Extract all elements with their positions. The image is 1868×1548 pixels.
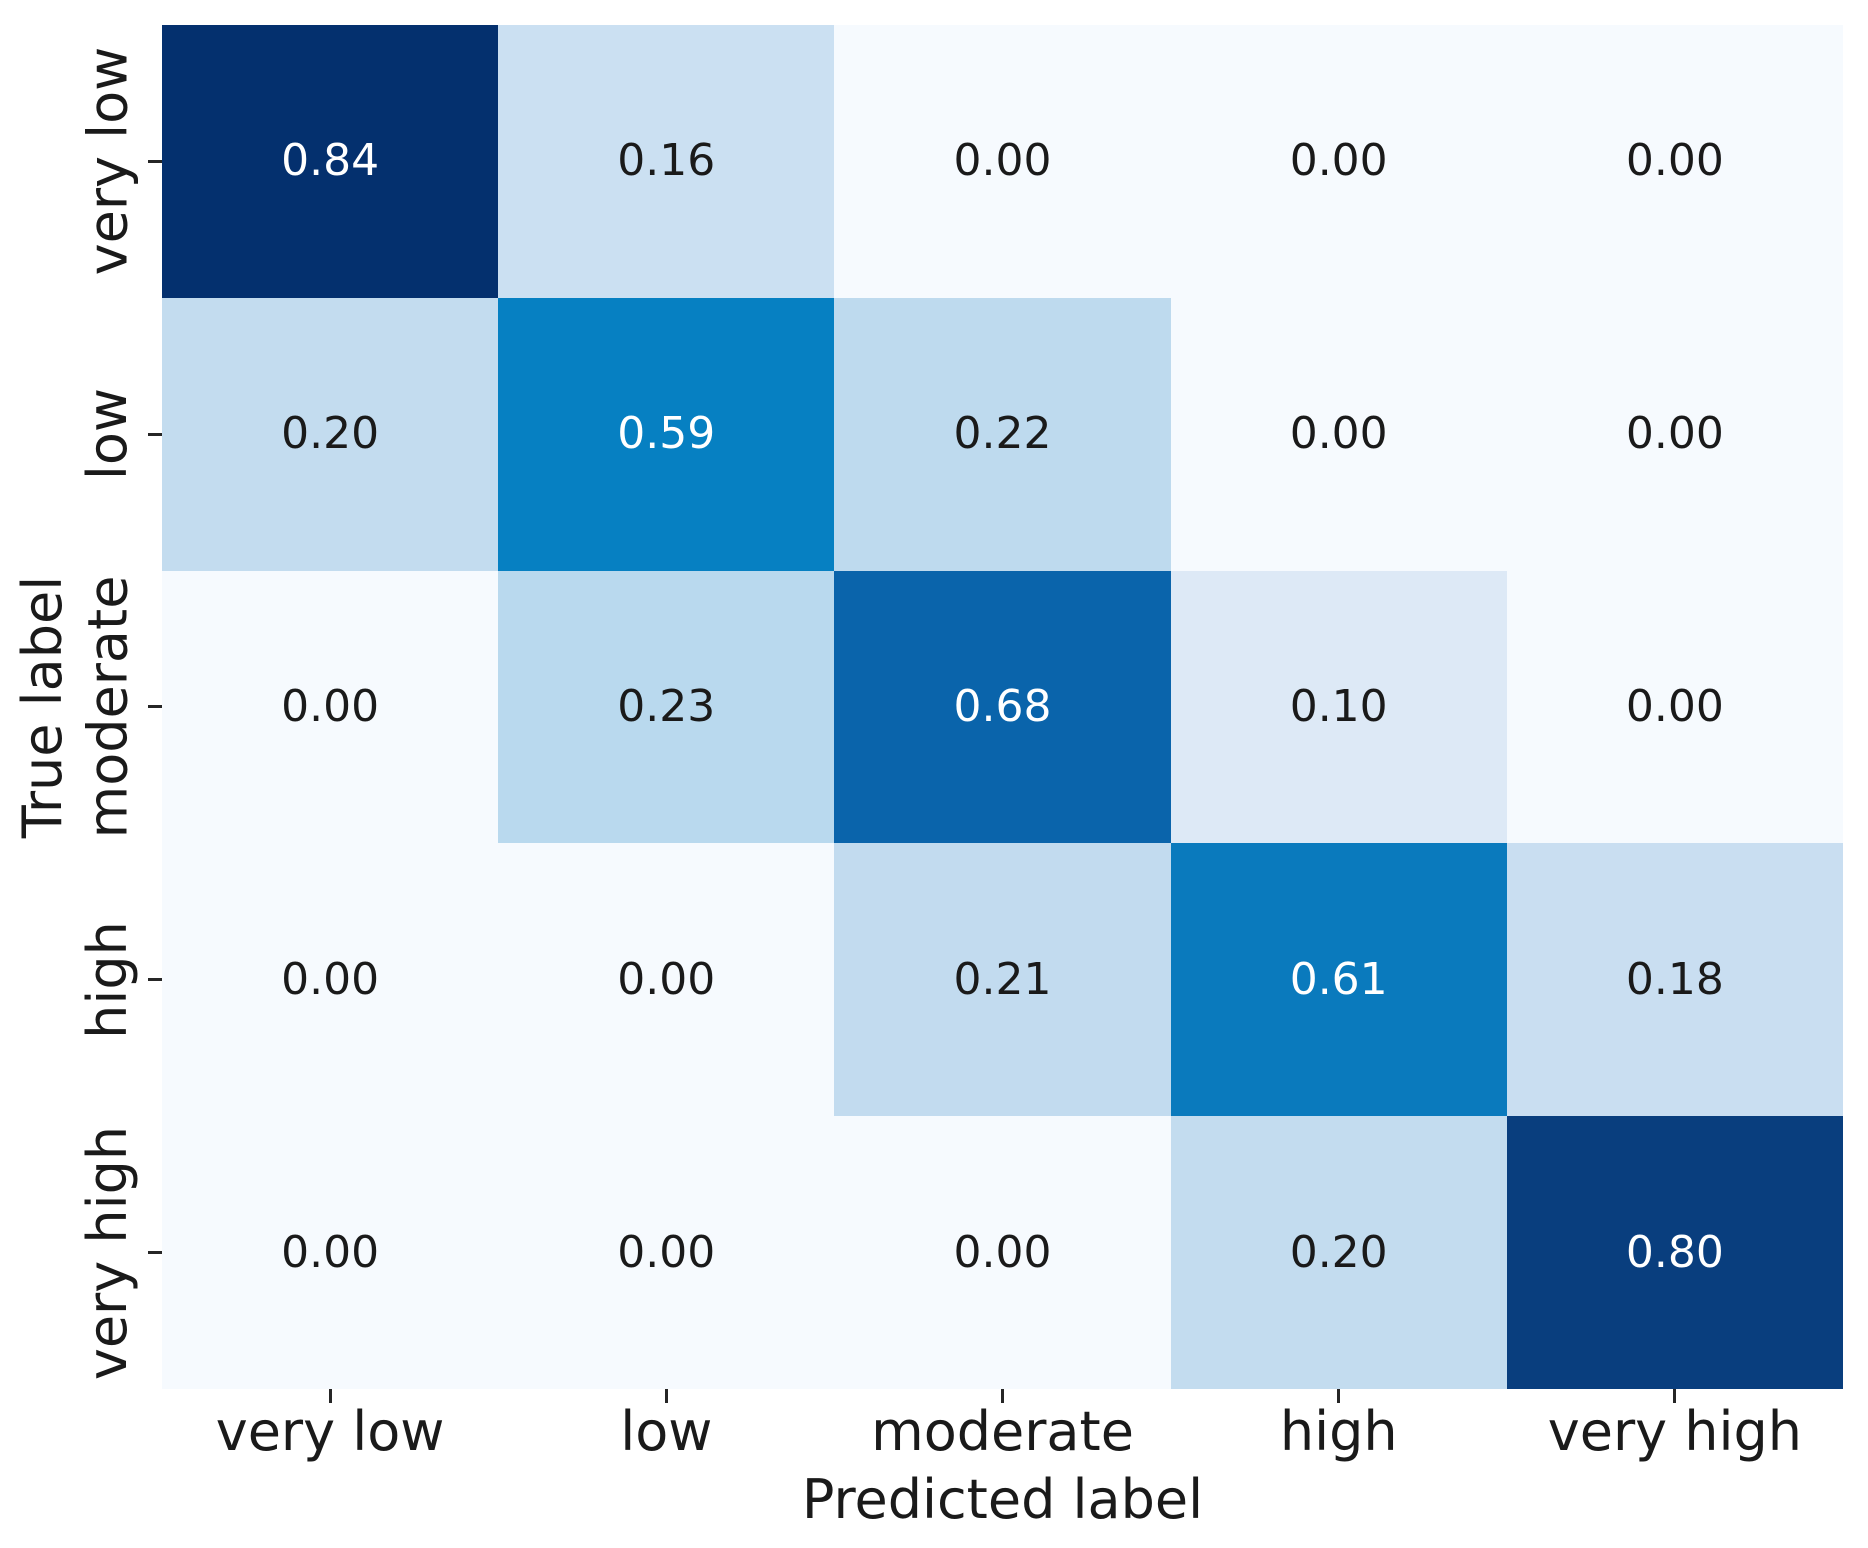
x-axis-ticks bbox=[162, 1389, 1843, 1403]
matrix-cell: 0.80 bbox=[1506, 1116, 1843, 1389]
x-tick-mark bbox=[1673, 1389, 1677, 1403]
matrix-cell: 0.18 bbox=[1506, 843, 1843, 1117]
matrix-cell: 0.21 bbox=[834, 843, 1171, 1117]
matrix-cell: 0.68 bbox=[834, 570, 1171, 844]
x-tick-cell bbox=[1171, 1389, 1507, 1403]
x-tick-cell bbox=[498, 1389, 834, 1403]
y-tick-label: low bbox=[76, 388, 139, 481]
x-tick-mark bbox=[664, 1389, 668, 1403]
y-tick-cell bbox=[148, 298, 162, 571]
heatmap-grid: 0.84 0.16 0.00 0.00 0.00 0.20 0.59 0.22 0.00 0.00… bbox=[162, 25, 1843, 1389]
y-tick-label: very high bbox=[76, 1125, 140, 1380]
x-axis-title: Predicted label bbox=[801, 1468, 1204, 1531]
matrix-cell: 0.00 bbox=[1506, 570, 1843, 844]
y-axis-title: True label bbox=[11, 575, 74, 839]
matrix-cell: 0.00 bbox=[162, 570, 499, 844]
matrix-cell: 0.84 bbox=[162, 25, 499, 298]
y-tick-cell bbox=[148, 843, 162, 1116]
matrix-cell: 0.10 bbox=[1170, 570, 1507, 844]
matrix-cell: 0.23 bbox=[498, 570, 835, 844]
y-tick-mark bbox=[148, 432, 162, 436]
y-tick-label: very low bbox=[76, 47, 139, 276]
matrix-cell: 0.00 bbox=[162, 843, 499, 1117]
y-tick-cell bbox=[148, 1116, 162, 1389]
y-axis-ticks bbox=[148, 25, 162, 1389]
matrix-cell: 0.16 bbox=[498, 25, 835, 298]
x-tick-mark bbox=[1337, 1389, 1341, 1403]
matrix-cell: 0.00 bbox=[834, 1116, 1171, 1389]
x-tick-label: very high bbox=[1547, 1400, 1803, 1463]
matrix-cell: 0.00 bbox=[498, 843, 835, 1117]
matrix-cell: 0.00 bbox=[1506, 297, 1843, 571]
y-tick-label: moderate bbox=[76, 575, 140, 839]
x-tick-label: moderate bbox=[871, 1400, 1134, 1463]
matrix-cell: 0.00 bbox=[1170, 297, 1507, 571]
x-tick-cell bbox=[162, 1389, 498, 1403]
x-tick-label: high bbox=[1279, 1400, 1398, 1463]
x-tick-label: very low bbox=[215, 1400, 445, 1463]
matrix-cell: 0.59 bbox=[498, 297, 835, 571]
y-tick-cell bbox=[148, 571, 162, 844]
x-tick-mark bbox=[328, 1389, 332, 1403]
matrix-cell: 0.61 bbox=[1170, 843, 1507, 1117]
matrix-cell: 0.00 bbox=[162, 1116, 499, 1389]
x-tick-mark bbox=[1001, 1389, 1004, 1403]
x-tick-cell bbox=[834, 1389, 1170, 1403]
y-tick-mark bbox=[148, 978, 162, 982]
y-tick-cell bbox=[148, 25, 162, 298]
matrix-cell: 0.00 bbox=[498, 1116, 835, 1389]
x-tick-cell bbox=[1507, 1389, 1843, 1403]
matrix-cell: 0.20 bbox=[1170, 1116, 1507, 1389]
y-tick-mark bbox=[148, 159, 162, 163]
y-tick-mark bbox=[148, 1251, 162, 1255]
y-tick-label: high bbox=[76, 920, 140, 1039]
matrix-cell: 0.00 bbox=[1170, 25, 1507, 298]
matrix-cell: 0.20 bbox=[162, 297, 499, 571]
x-tick-label: low bbox=[620, 1400, 713, 1463]
matrix-cell: 0.22 bbox=[834, 297, 1171, 571]
y-axis-title-wrap: True label bbox=[8, 25, 78, 1389]
y-tick-mark bbox=[148, 705, 162, 709]
x-tick-labels: very low low moderate high very high bbox=[162, 1398, 1843, 1466]
matrix-cell: 0.00 bbox=[1506, 25, 1843, 298]
matrix-cell: 0.00 bbox=[834, 25, 1171, 298]
